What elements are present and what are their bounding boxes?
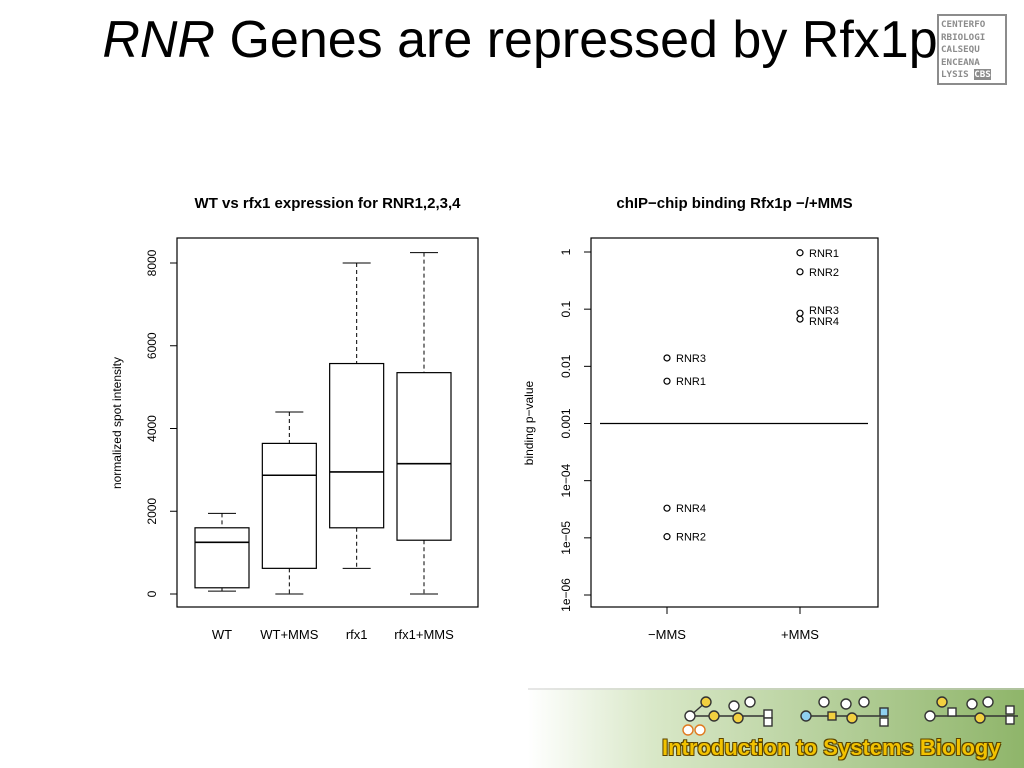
chart2-point	[796, 249, 804, 257]
chart2-point	[663, 377, 671, 385]
chart1-box	[261, 442, 317, 569]
chart2-point-label: RNR2	[676, 532, 706, 544]
chart1-box	[396, 372, 452, 541]
chart2-point-label: RNR1	[809, 248, 839, 260]
chart2-point	[663, 354, 671, 362]
chart2-ytick-label: 1e−05	[559, 521, 573, 555]
chart2-ytick-label: 1e−06	[559, 578, 573, 612]
chart2-point	[796, 309, 804, 317]
chart2-ytick-label: 1e−04	[559, 463, 573, 497]
chart2-frame	[590, 237, 879, 608]
chart1-ylabel: normalized spot intensity	[110, 357, 124, 489]
logo-line-1: CENTERFO	[941, 19, 986, 30]
chart1-title: WT vs rfx1 expression for RNR1,2,3,4	[195, 195, 462, 212]
chart2-point	[663, 504, 671, 512]
course-banner	[528, 688, 1024, 768]
chart2-point	[796, 315, 804, 323]
chart1-ytick-label: 4000	[145, 415, 159, 442]
chart1-box	[194, 527, 250, 589]
chart2-title: chIP−chip binding Rfx1p −/+MMS	[616, 195, 852, 212]
chart1-frame	[176, 237, 479, 608]
chart2-ytick-label: 0.1	[559, 301, 573, 318]
banner-text: Introduction to Systems Biology	[662, 735, 1001, 760]
chart2-ytick-label: 1	[559, 248, 573, 255]
logo-line-2: RBIOLOGI	[941, 31, 986, 43]
chart2-xtick-label: −MMS	[648, 627, 686, 642]
chart1-ytick-label: 0	[145, 590, 159, 597]
chart1-xtick-label: rfx1+MMS	[394, 627, 454, 642]
chart2-point-label: RNR4	[676, 503, 706, 515]
chart1-ytick-label: 2000	[145, 498, 159, 525]
logo-line-5: LYSIS CBS	[941, 69, 1003, 82]
chart2-point-label: RNR1	[676, 376, 706, 388]
chart2-point-label: RNR3	[676, 353, 706, 365]
slide-title-rest: Genes are repressed by Rfx1p	[215, 11, 938, 69]
chart2-ytick-label: 0.001	[559, 408, 573, 438]
chart1-box	[329, 362, 385, 529]
cbs-logo-text: CENTERFO RBIOLOGI CALSEQU ENCEANA LYSIS …	[939, 16, 1005, 83]
chart1-ytick-label: 6000	[145, 332, 159, 359]
logo-cbs-badge: CBS	[974, 69, 991, 80]
chart2-xtick-label: +MMS	[781, 627, 819, 642]
logo-line-3: CALSEQU	[941, 44, 980, 55]
network-icon-3	[924, 696, 1018, 725]
chart1-ytick-label: 8000	[145, 249, 159, 276]
chart2-point-label: RNR3	[809, 305, 839, 317]
logo-line-5-prefix: LYSIS	[941, 69, 975, 80]
chart2-point-label: RNR2	[809, 267, 839, 279]
chart1-xtick-label: WT	[212, 627, 232, 642]
chart1-xtick-label: WT+MMS	[260, 627, 318, 642]
chart1-xtick-label: rfx1	[346, 627, 368, 642]
chart2-ytick-label: 0.01	[559, 354, 573, 378]
chart2-point	[796, 268, 804, 276]
chart2-point-label: RNR4	[809, 316, 839, 328]
network-icon-2	[800, 696, 889, 727]
network-icon-1	[682, 696, 773, 736]
chart2-ylabel: binding p−value	[522, 380, 536, 465]
slide-title-italic: RNR	[102, 11, 216, 69]
slide-title: RNR Genes are repressed by Rfx1p	[60, 10, 980, 70]
logo-line-4: ENCEANA	[941, 56, 980, 68]
cbs-logo: CENTERFO RBIOLOGI CALSEQU ENCEANA LYSIS …	[937, 14, 1007, 85]
chart2-point	[663, 533, 671, 541]
